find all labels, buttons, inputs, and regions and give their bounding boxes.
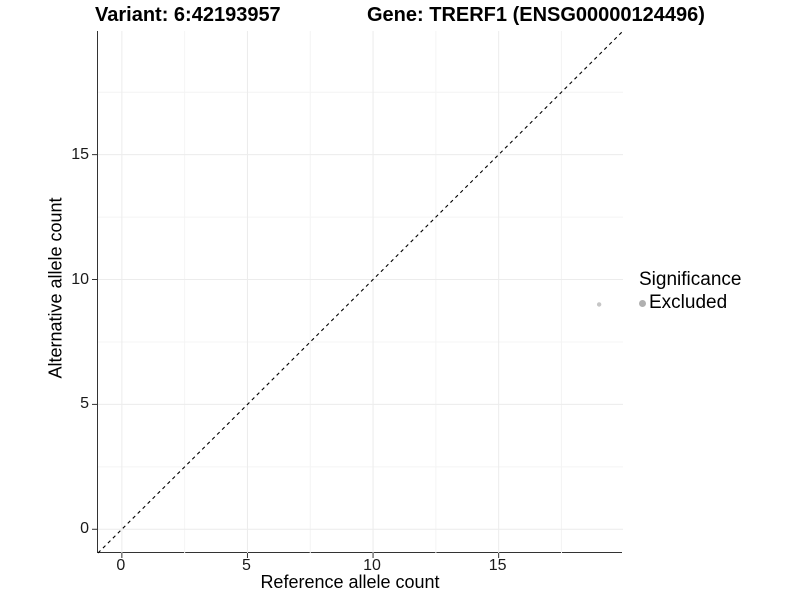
- plot-panel: [92, 30, 624, 558]
- excluded-point-icon: [639, 299, 646, 307]
- legend-title: Significance: [639, 269, 742, 290]
- legend-item-excluded: Excluded: [639, 292, 741, 314]
- plot-title-gene: Gene: TRERF1 (ENSG00000124496): [367, 4, 705, 26]
- x-tick-label: 0: [116, 557, 126, 574]
- x-tick-label: 10: [363, 557, 381, 574]
- plot-canvas: [92, 30, 624, 558]
- identity-dashed-line: [97, 30, 624, 554]
- y-tick-label: 15: [71, 145, 89, 163]
- plot-title-variant: Variant: 6:42193957: [95, 4, 281, 26]
- y-tick-label: 0: [80, 520, 89, 538]
- x-tick-label: 15: [488, 557, 507, 574]
- x-tick-label: 5: [242, 557, 251, 574]
- data-point: [596, 302, 602, 307]
- y-tick-label: 5: [80, 395, 89, 413]
- y-axis-title: Alternative allele count: [45, 197, 66, 379]
- legend-item-label: Excluded: [649, 292, 728, 313]
- legend: Significance Excluded: [639, 269, 741, 314]
- y-tick-label: 10: [71, 270, 89, 288]
- x-axis-title: Reference allele count: [260, 572, 440, 592]
